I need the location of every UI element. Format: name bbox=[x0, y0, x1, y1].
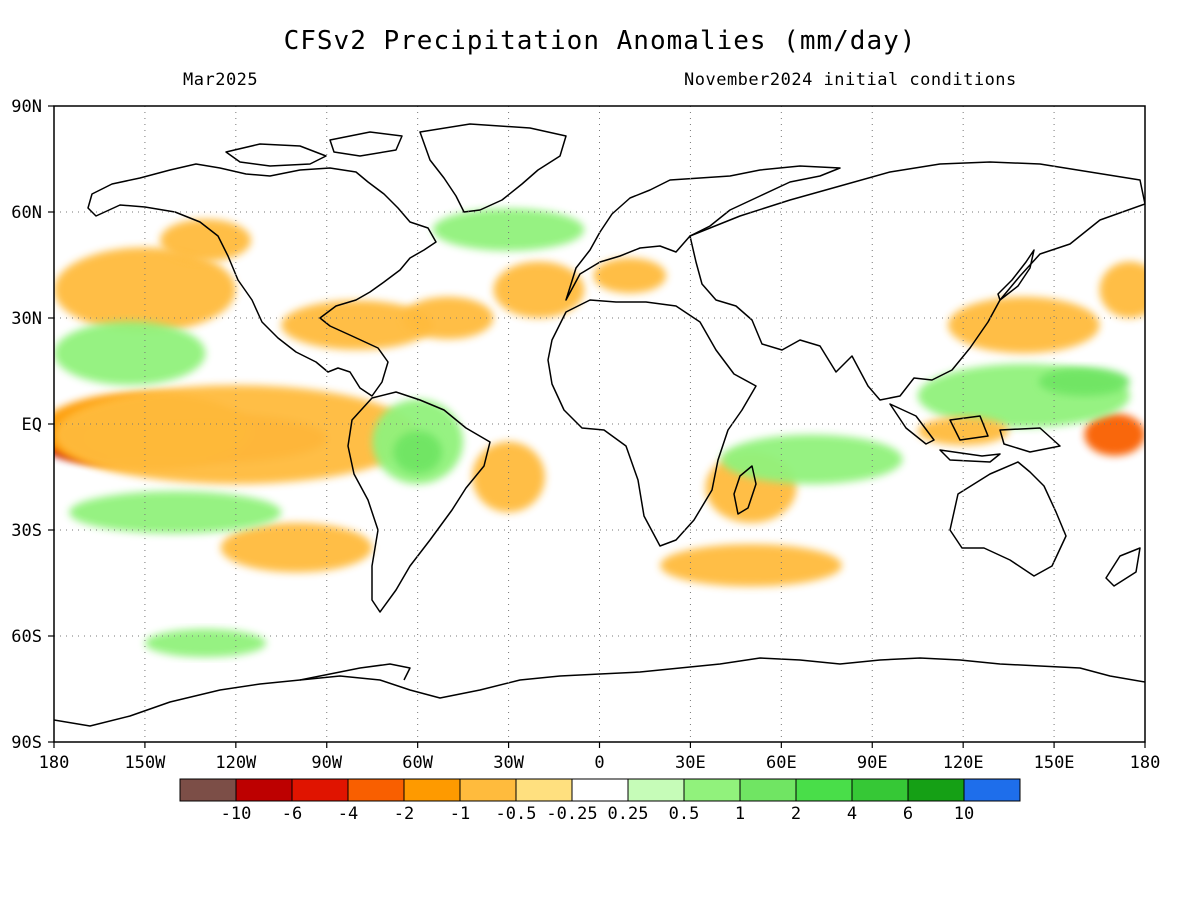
colorbar-label: 10 bbox=[954, 804, 974, 824]
chart-title: CFSv2 Precipitation Anomalies (mm/day) bbox=[283, 26, 917, 56]
axis-layer: 180 150W 120W 90W 60W 30W 0 30E 60E 90E 120E 150E 18… bbox=[11, 97, 1160, 773]
x-tick-label: 180 bbox=[39, 753, 70, 773]
anomaly-layer bbox=[54, 208, 1145, 658]
x-tick-label: 60E bbox=[766, 753, 797, 773]
anomaly-region bbox=[917, 416, 1009, 446]
coastline-north-america bbox=[87, 163, 437, 397]
colorbar-label: -1 bbox=[450, 804, 470, 824]
coastline-africa bbox=[547, 299, 757, 547]
y-tick-label: 30S bbox=[11, 521, 42, 541]
colorbar-label: 6 bbox=[903, 804, 913, 824]
colorbar-label: -6 bbox=[282, 804, 302, 824]
coastline-greenland bbox=[419, 123, 567, 213]
anomaly-region bbox=[160, 219, 251, 262]
anomaly-region bbox=[593, 257, 667, 294]
x-tick-label: 120W bbox=[215, 753, 257, 773]
anomaly-region bbox=[660, 544, 842, 587]
y-tick-label: 30N bbox=[11, 309, 42, 329]
colorbar-swatch bbox=[907, 778, 965, 802]
colorbar-label: 0.5 bbox=[669, 804, 700, 824]
anomaly-region bbox=[720, 434, 903, 485]
colorbar-label: 4 bbox=[847, 804, 857, 824]
colorbar-label: 2 bbox=[791, 804, 801, 824]
colorbar-swatch bbox=[291, 778, 349, 802]
colorbar-label: 0.25 bbox=[608, 804, 649, 824]
colorbar-label: -4 bbox=[338, 804, 358, 824]
anomaly-region bbox=[54, 385, 418, 485]
y-tick-label: EQ bbox=[22, 415, 42, 435]
colorbar-swatch bbox=[515, 778, 573, 802]
colorbar-swatch bbox=[571, 778, 629, 802]
x-tick-label: 180 bbox=[1130, 753, 1161, 773]
x-tick-label: 150W bbox=[124, 753, 166, 773]
x-tick-label: 30W bbox=[493, 753, 524, 773]
colorbar-label: -10 bbox=[221, 804, 252, 824]
x-tick-label: 90W bbox=[311, 753, 342, 773]
colorbar-swatch bbox=[235, 778, 293, 802]
x-tick-label: 120E bbox=[943, 753, 984, 773]
forecast-month: Mar2025 bbox=[183, 70, 259, 90]
anomaly-region bbox=[54, 247, 236, 333]
coastline-layer bbox=[54, 123, 1145, 727]
coastline-australia bbox=[949, 461, 1067, 577]
coastline-madagascar bbox=[733, 465, 757, 515]
colorbar-swatch bbox=[795, 778, 853, 802]
x-tick-label: 0 bbox=[594, 753, 604, 773]
x-tick-label: 90E bbox=[857, 753, 888, 773]
anomaly-region bbox=[1038, 367, 1130, 396]
colorbar-swatch bbox=[683, 778, 741, 802]
anomaly-region bbox=[69, 491, 282, 534]
anomaly-region bbox=[393, 431, 442, 474]
colorbar-label: 1 bbox=[735, 804, 745, 824]
anomaly-region bbox=[1084, 413, 1145, 456]
anomaly-region bbox=[472, 441, 545, 513]
coastline-asia bbox=[689, 161, 1145, 401]
coastline-new-zealand bbox=[1105, 547, 1141, 587]
y-tick-label: 60S bbox=[11, 627, 42, 647]
coastline-antarctic-peninsula bbox=[299, 663, 411, 681]
colorbar-swatch bbox=[347, 778, 405, 802]
initial-conditions: November2024 initial conditions bbox=[684, 70, 1017, 90]
colorbar-swatch bbox=[851, 778, 909, 802]
anomaly-region bbox=[220, 522, 373, 573]
y-tick-label: 60N bbox=[11, 203, 42, 223]
colorbar-swatch bbox=[739, 778, 797, 802]
anomaly-region bbox=[402, 296, 494, 340]
anomaly-region bbox=[281, 300, 433, 350]
anomaly-region bbox=[432, 208, 585, 251]
anomaly-region bbox=[54, 321, 206, 386]
x-tick-label: 30E bbox=[675, 753, 706, 773]
colorbar-swatch bbox=[403, 778, 461, 802]
anomaly-region bbox=[493, 261, 585, 318]
colorbar-swatch bbox=[179, 778, 237, 802]
y-tick-label: 90N bbox=[11, 97, 42, 117]
coastline-south-america bbox=[347, 391, 491, 613]
colorbar-swatch bbox=[963, 778, 1021, 802]
coastline-indonesia bbox=[889, 403, 1061, 463]
colorbar-swatch bbox=[627, 778, 685, 802]
y-tick-label: 90S bbox=[11, 733, 42, 753]
x-tick-label: 60W bbox=[402, 753, 433, 773]
colorbar-label: -0.5 bbox=[496, 804, 537, 824]
coastline-europe bbox=[565, 165, 841, 301]
coastline-japan bbox=[997, 249, 1035, 301]
anomaly-region bbox=[948, 296, 1100, 354]
colorbar-label: -0.25 bbox=[546, 804, 597, 824]
anomaly-region bbox=[144, 628, 267, 658]
anomaly-region bbox=[1099, 261, 1145, 318]
colorbar-label: -2 bbox=[394, 804, 414, 824]
colorbar: -10 -6 -4 -2 -1 -0.5 -0.25 0.25 0.5 1 2 4 6 10 bbox=[179, 778, 1021, 824]
x-tick-label: 150E bbox=[1034, 753, 1075, 773]
coastline-canadian-islands bbox=[225, 131, 403, 167]
grid-layer bbox=[54, 106, 1145, 742]
coastline-antarctica bbox=[54, 657, 1145, 727]
colorbar-swatch bbox=[459, 778, 517, 802]
